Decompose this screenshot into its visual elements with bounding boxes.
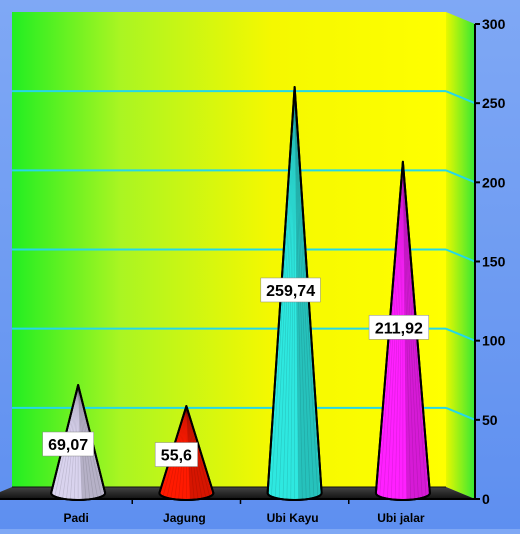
cone-outline: [158, 405, 215, 501]
data-label-box: [154, 442, 198, 467]
x-axis-labels: Padi Jagung Ubi Kayu Ubi jalar: [63, 499, 425, 525]
gridline-side: [445, 406, 476, 421]
y-tick-label: 200: [482, 174, 506, 190]
y-tick-label: 250: [482, 95, 506, 111]
gridline-side: [445, 169, 476, 184]
data-label-box: [42, 431, 94, 457]
data-label: 259,74: [260, 277, 321, 303]
data-label: 69,07: [42, 431, 94, 457]
data-label-box: [260, 277, 321, 303]
data-label-text: 259,74: [266, 283, 315, 300]
data-label-text: 69,07: [48, 437, 88, 454]
y-tick-label: 150: [482, 254, 506, 270]
data-labels: 69,07 55,6 259,74 211,92: [42, 277, 429, 467]
y-tick-label: 50: [482, 412, 498, 428]
y-axis-ticks: 0 50 100 150 200 250 300: [475, 16, 506, 507]
gridline-side: [445, 90, 476, 105]
data-label: 55,6: [154, 442, 198, 467]
cone-outline: [50, 384, 107, 501]
data-label-box: [368, 315, 429, 340]
data-label-text: 211,92: [375, 320, 423, 337]
data-label: 211,92: [368, 315, 429, 340]
gridlines: [12, 90, 476, 421]
floor: [0, 487, 475, 499]
y-tick-label: 0: [482, 491, 490, 507]
x-tick-label: Ubi jalar: [377, 511, 425, 525]
cone-texture-line: [186, 408, 210, 496]
x-tick-label: Jagung: [163, 511, 206, 525]
cone-shade: [186, 409, 212, 500]
y-tick-label: 100: [482, 333, 506, 349]
cone-outline: [374, 160, 431, 501]
y-tick-label: 300: [482, 16, 506, 32]
x-tick-label: Ubi Kayu: [267, 511, 319, 525]
cone-outline: [266, 85, 323, 501]
x-tick-label: Padi: [63, 511, 88, 525]
gridline-side: [445, 248, 476, 263]
data-label-text: 55,6: [161, 448, 192, 465]
gridline-side: [445, 327, 476, 342]
